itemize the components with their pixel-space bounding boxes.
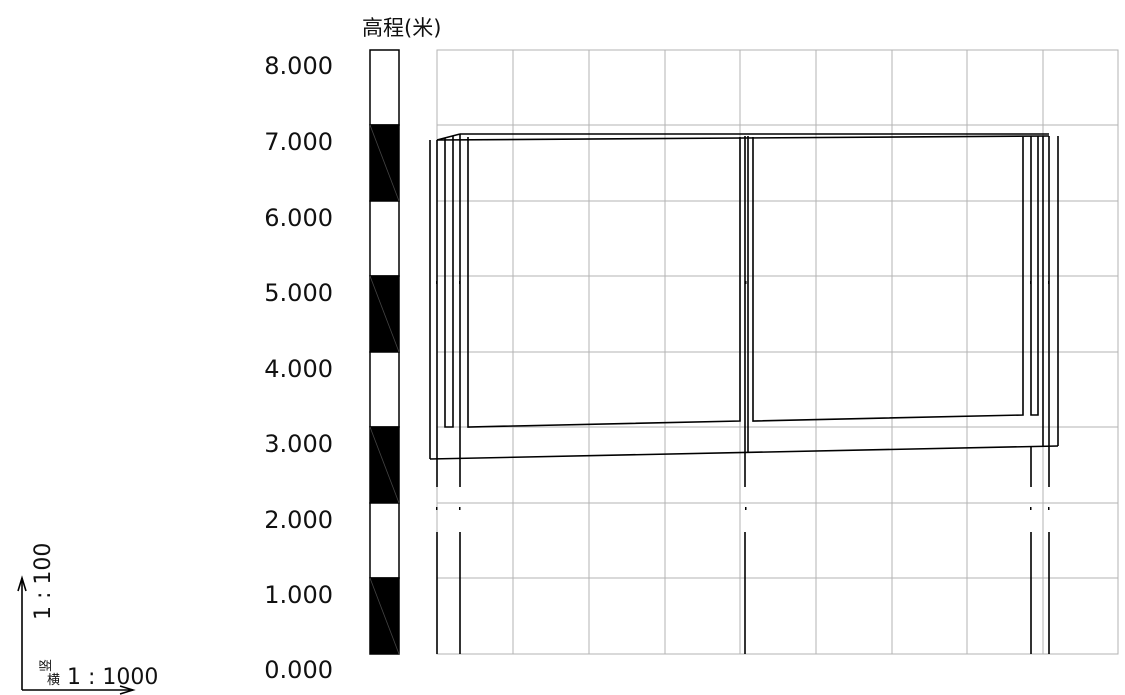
horizontal-scale-char: 横 xyxy=(47,673,60,688)
tick-label-6: 6.000 xyxy=(264,204,333,232)
tick-label-2: 2.000 xyxy=(264,506,333,534)
scale-bar-segment xyxy=(369,49,400,126)
tick-label-5: 5.000 xyxy=(264,279,333,307)
tick-label-7: 7.000 xyxy=(264,128,333,156)
tick-label-3: 3.000 xyxy=(264,430,333,458)
centerline-dots xyxy=(436,281,1050,510)
deck-top-line xyxy=(436,135,1050,141)
horizontal-scale-label: 1 : 1000 xyxy=(67,665,158,690)
tick-label-4: 4.000 xyxy=(264,355,333,383)
tick-label-8: 8.000 xyxy=(264,52,333,80)
scale-bar-segment xyxy=(369,200,400,277)
right-cell xyxy=(752,137,1024,422)
scale-bar-segment xyxy=(369,351,400,428)
elevation-tick-labels: 8.000 7.000 6.000 5.000 4.000 3.000 2.00… xyxy=(264,52,333,684)
scale-indicator: 1 : 100 竖 横 1 : 1000 xyxy=(17,543,158,695)
vertical-scale-char: 竖 xyxy=(39,659,54,672)
grid xyxy=(436,49,1119,655)
cross-section-structure xyxy=(429,133,1059,654)
left-cell xyxy=(467,137,741,428)
elevation-scale-bar xyxy=(369,49,400,655)
tick-label-0: 0.000 xyxy=(264,656,333,684)
vertical-scale-label: 1 : 100 xyxy=(31,543,56,620)
bottom-slab-line xyxy=(429,445,1059,460)
scale-bar-segment xyxy=(369,502,400,579)
tick-label-1: 1.000 xyxy=(264,581,333,609)
elevation-axis-title: 高程(米) xyxy=(362,16,441,40)
